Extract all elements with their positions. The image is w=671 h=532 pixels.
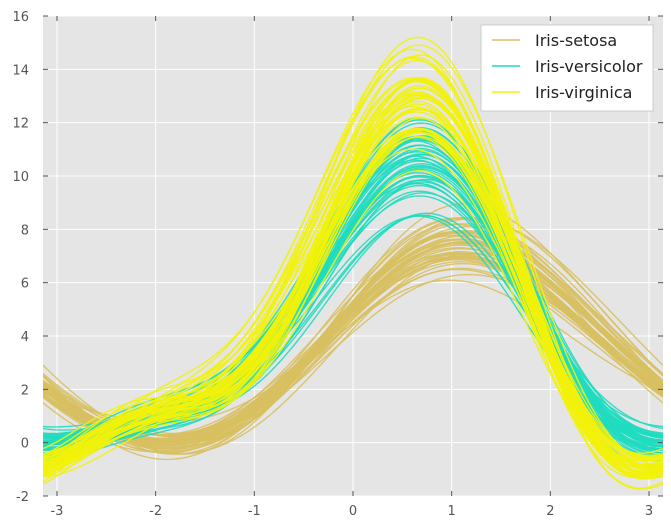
series-curve (43, 131, 663, 473)
legend-label: Iris-versicolor (535, 57, 643, 76)
y-tick-label: 4 (21, 330, 29, 345)
x-tick-label: 2 (546, 504, 554, 519)
y-tick-label: 0 (21, 437, 29, 452)
series-curve (43, 231, 663, 444)
y-tick-label: -2 (16, 490, 29, 505)
series-curve (43, 127, 663, 462)
series-curve (43, 242, 663, 445)
y-tick-label: 10 (12, 170, 29, 185)
series-curve (43, 127, 663, 469)
series-curve (43, 97, 663, 462)
x-tick-label: -2 (149, 504, 162, 519)
y-tick-label: 6 (21, 277, 29, 292)
legend-label: Iris-virginica (535, 83, 632, 102)
y-tick-label: 2 (21, 383, 29, 398)
x-tick-label: -3 (50, 504, 63, 519)
legend: Iris-setosa Iris-versicolor Iris-virginica (480, 24, 654, 112)
x-tick-label: 0 (349, 504, 357, 519)
legend-label: Iris-setosa (535, 31, 617, 50)
y-tick-label: 14 (12, 63, 29, 78)
x-tick-label: 1 (448, 504, 456, 519)
y-tick-label: 16 (12, 10, 29, 25)
series-curve (43, 231, 663, 447)
y-tick-label: 12 (12, 117, 29, 132)
x-tick-label: -1 (248, 504, 261, 519)
series-curve (43, 248, 663, 442)
x-tick-label: 3 (645, 504, 653, 519)
curves-group (43, 36, 663, 490)
series-curve (43, 93, 663, 463)
series-curve (43, 231, 663, 454)
y-tick-label: 8 (21, 223, 29, 238)
